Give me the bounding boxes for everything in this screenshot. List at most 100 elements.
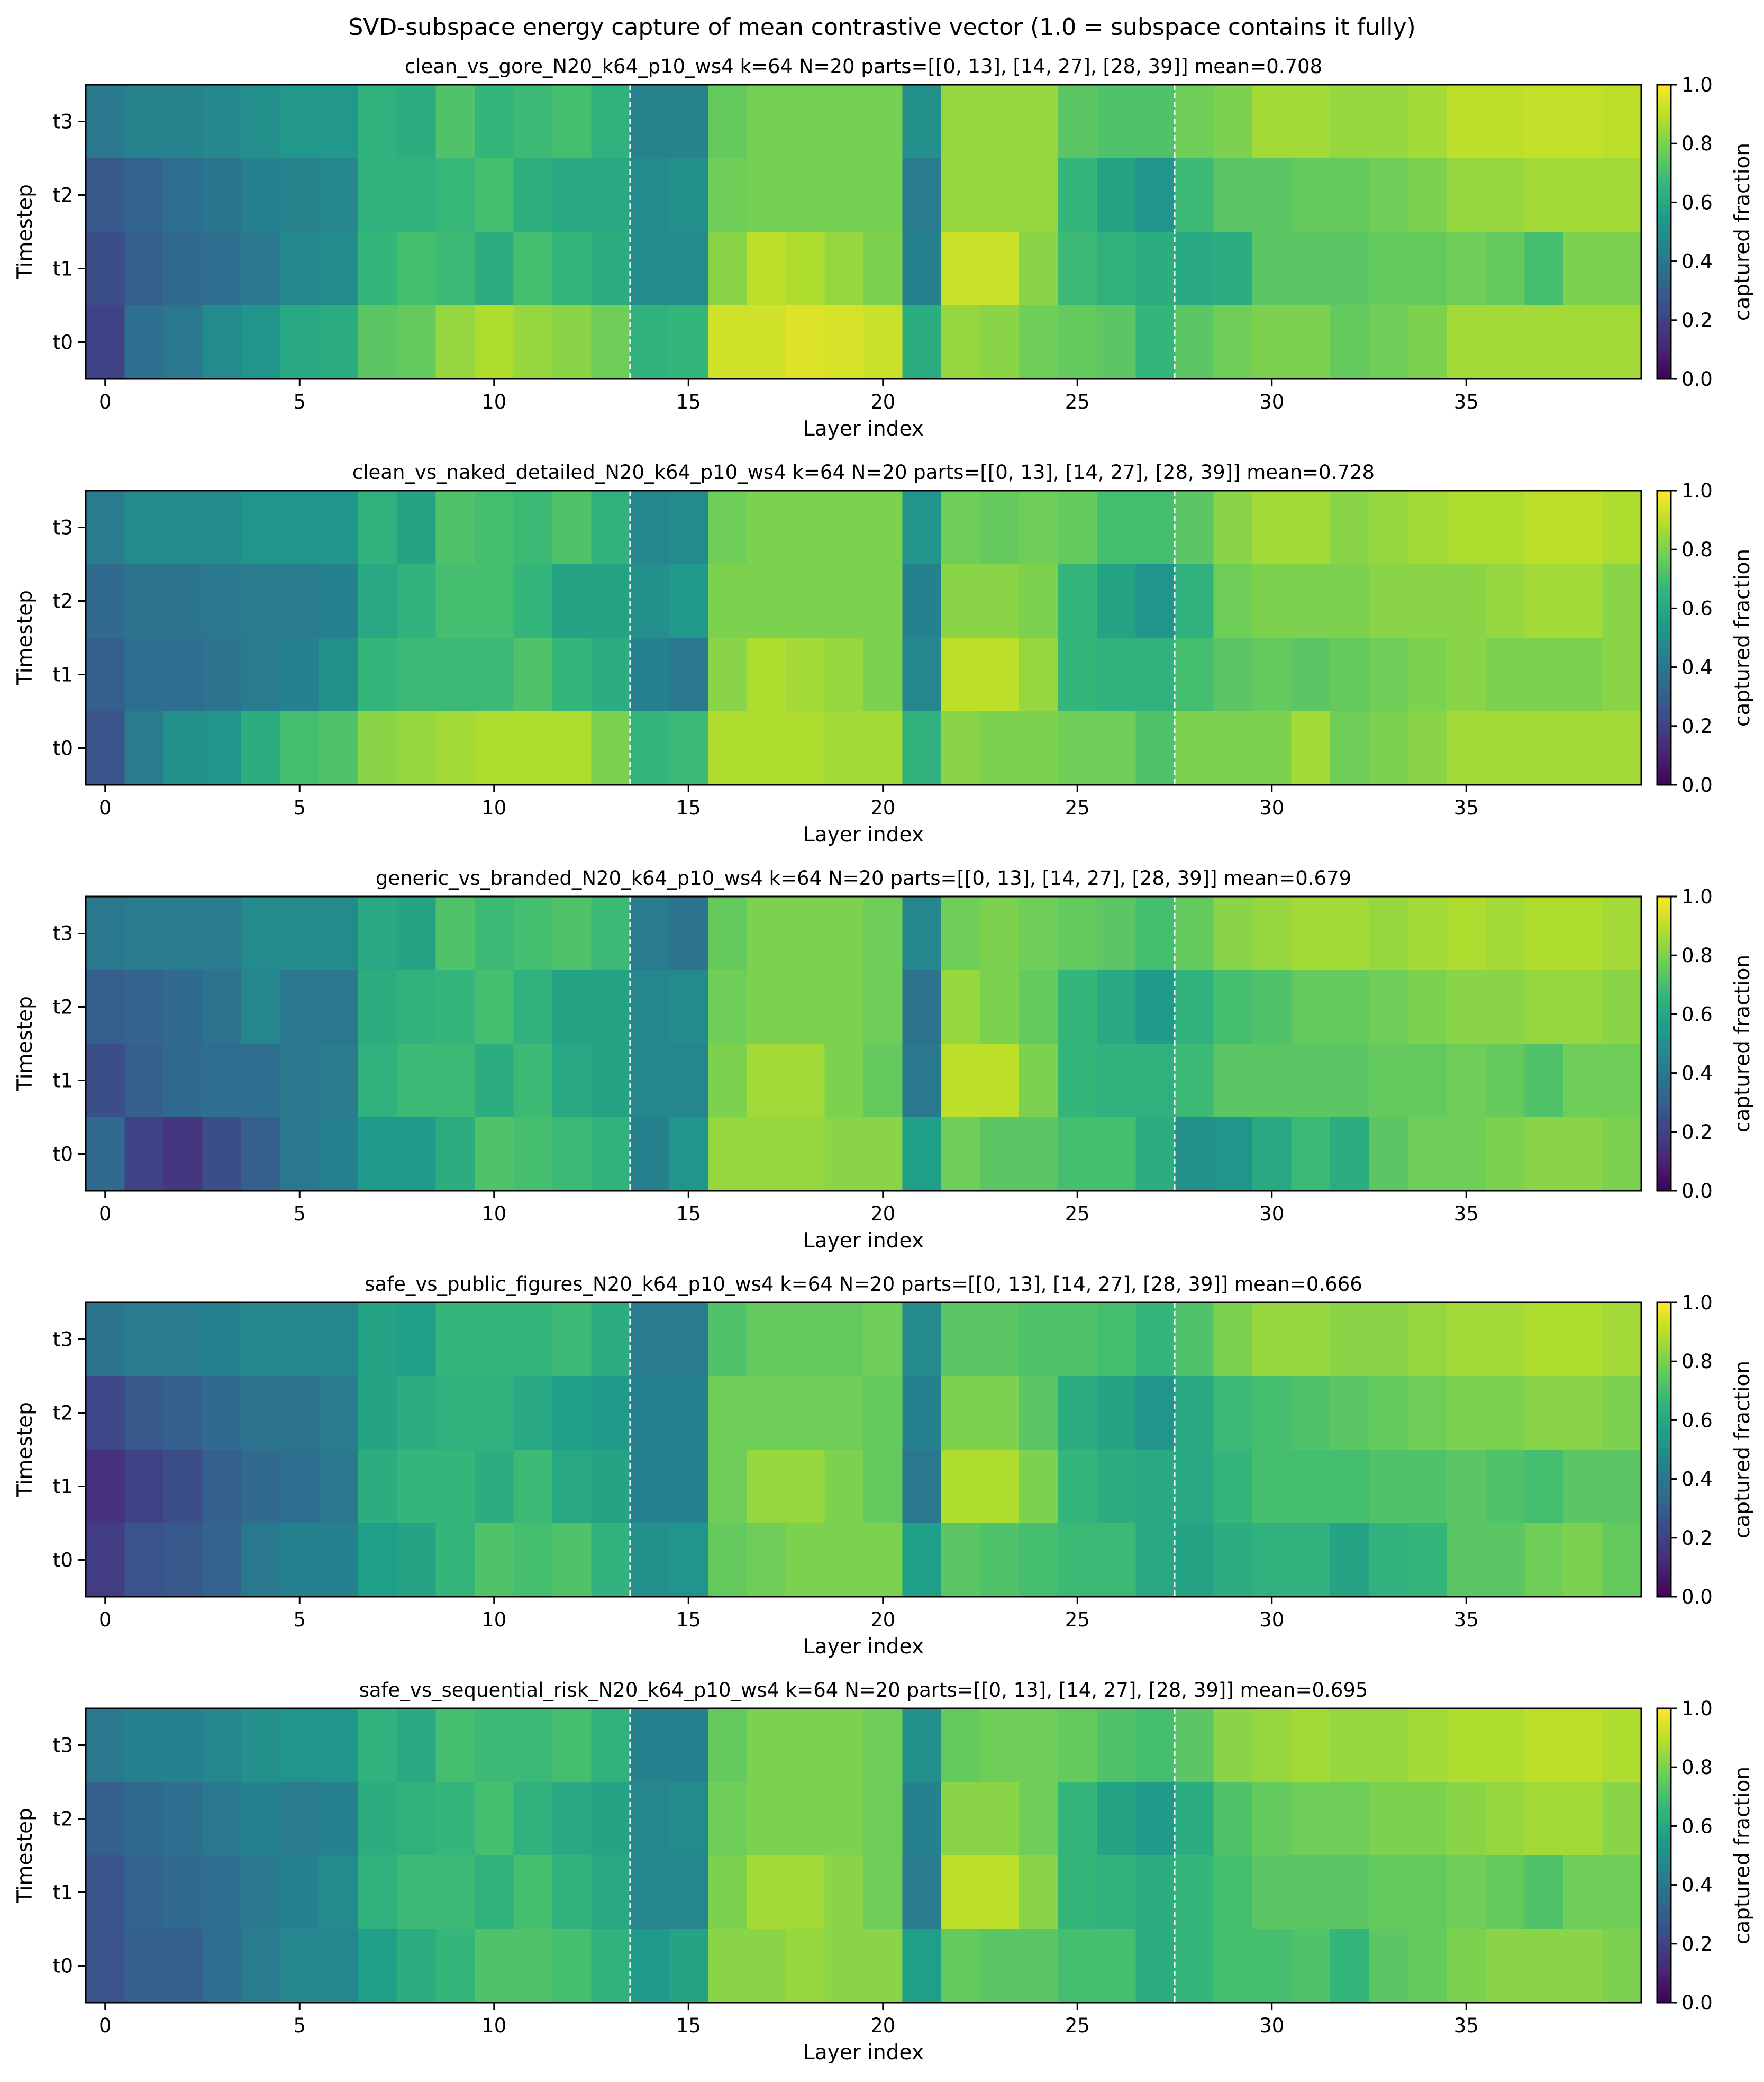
colorbar-tick-label: 0.8 (1681, 1350, 1713, 1373)
y-axis-label: Timestep (13, 996, 37, 1092)
heatmap-cell (124, 564, 164, 638)
heatmap-cell (163, 897, 203, 971)
heatmap-cell (1058, 1708, 1097, 1782)
heatmap-cell (552, 491, 592, 565)
colorbar-tick-label: 0.2 (1681, 1933, 1713, 1956)
heatmap-cell (1486, 491, 1525, 565)
heatmap-cell (591, 232, 631, 306)
heatmap-cell (1408, 564, 1448, 638)
colorbar-label: captured fraction (1731, 549, 1754, 727)
heatmap-cell (86, 232, 125, 306)
heatmap-cell (280, 564, 320, 638)
heatmap-cell (1369, 711, 1408, 785)
heatmap-cell (1369, 897, 1408, 971)
heatmap-cell (824, 85, 864, 159)
heatmap-cell (1602, 1302, 1642, 1377)
heatmap-cell (1408, 491, 1448, 565)
heatmap-cell (1563, 305, 1603, 379)
heatmap-cell (1058, 491, 1097, 565)
heatmap-cell (552, 232, 592, 306)
colorbar-tick-label: 0.0 (1681, 1992, 1713, 2014)
heatmap-cell (708, 491, 748, 565)
heatmap-cell (786, 897, 825, 971)
heatmap-cell (669, 1450, 708, 1524)
colorbar-tick-label: 0.2 (1681, 715, 1713, 738)
heatmap-cell (786, 1929, 825, 2003)
heatmap-cell (591, 564, 631, 638)
heatmap-cell (1330, 1782, 1370, 1856)
heatmap-cell (86, 1376, 125, 1450)
y-axis-label: Timestep (13, 1808, 37, 1904)
heatmap-cell (863, 564, 903, 638)
heatmap-cell (1524, 897, 1564, 971)
heatmap-cell (1097, 1782, 1136, 1856)
heatmap-cell (1291, 305, 1331, 379)
heatmap-cell (1563, 970, 1603, 1044)
heatmap-cell (280, 1376, 320, 1450)
heatmap-cell (1524, 1855, 1564, 1930)
heatmap-cell (397, 1450, 437, 1524)
y-axis-label: Timestep (13, 184, 37, 280)
heatmap-cell (280, 1782, 320, 1856)
heatmap-cell (280, 158, 320, 232)
heatmap-cell (1058, 1929, 1097, 2003)
heatmap-cell (863, 638, 903, 712)
heatmap-cell (1291, 1782, 1331, 1856)
x-tick-label: 25 (1065, 391, 1090, 413)
heatmap-cell (202, 158, 242, 232)
heatmap-cell (708, 1044, 748, 1118)
heatmap-cell (1252, 1302, 1292, 1377)
x-tick-label: 30 (1259, 2014, 1284, 2037)
heatmap-cell (358, 711, 397, 785)
heatmap-cell (1175, 638, 1214, 712)
heatmap-cell (1408, 158, 1448, 232)
heatmap-cell (1408, 1708, 1448, 1782)
heatmap-cell (552, 1450, 592, 1524)
heatmap-cell (941, 1302, 981, 1377)
heatmap-cell (1058, 564, 1097, 638)
heatmap-cell (319, 1929, 359, 2003)
heatmap-cell (1135, 1117, 1175, 1191)
heatmap-cell (358, 232, 397, 306)
heatmap-cell (280, 1929, 320, 2003)
heatmap-cell (591, 158, 631, 232)
heatmap-cell (902, 1376, 942, 1450)
heatmap-cell (1330, 638, 1370, 712)
heatmap-cell (202, 638, 242, 712)
heatmap-cell (86, 1117, 125, 1191)
heatmap-cell (1447, 970, 1486, 1044)
heatmap-cell (786, 1450, 825, 1524)
heatmap-cell (163, 305, 203, 379)
x-tick-label: 20 (870, 2014, 895, 2037)
heatmap-cell (435, 1523, 475, 1597)
heatmap-cell (1291, 1302, 1331, 1377)
heatmap-cell (902, 1117, 942, 1191)
y-tick-label: t1 (53, 1475, 73, 1498)
colorbar-tick-label: 0.8 (1681, 132, 1713, 155)
heatmap-cell (1135, 1929, 1175, 2003)
y-tick-label: t0 (53, 1143, 73, 1166)
heatmap-cell (1563, 897, 1603, 971)
x-tick-label: 10 (481, 1202, 506, 1225)
heatmap-cell (747, 232, 786, 306)
panel-title: safe_vs_public_figures_N20_k64_p10_ws4 k… (365, 1273, 1362, 1296)
heatmap-cell (358, 305, 397, 379)
heatmap-cell (902, 1855, 942, 1930)
heatmap-cell (591, 1376, 631, 1450)
heatmap-cell (163, 1302, 203, 1377)
heatmap-cell (1369, 1117, 1408, 1191)
heatmap-cell (941, 1376, 981, 1450)
heatmap-cell (941, 564, 981, 638)
heatmap-cell (124, 1117, 164, 1191)
heatmap-cell (124, 1044, 164, 1118)
heatmap-cell (824, 970, 864, 1044)
heatmap-cell (1252, 1523, 1292, 1597)
heatmap-cell (435, 1450, 475, 1524)
heatmap-cell (824, 897, 864, 971)
heatmap-cell (1252, 1376, 1292, 1450)
heatmap-cell (435, 1929, 475, 2003)
heatmap-cell (280, 305, 320, 379)
heatmap-cell (241, 1302, 281, 1377)
heatmap-cell (397, 1117, 437, 1191)
heatmap-cell (1602, 1855, 1642, 1930)
